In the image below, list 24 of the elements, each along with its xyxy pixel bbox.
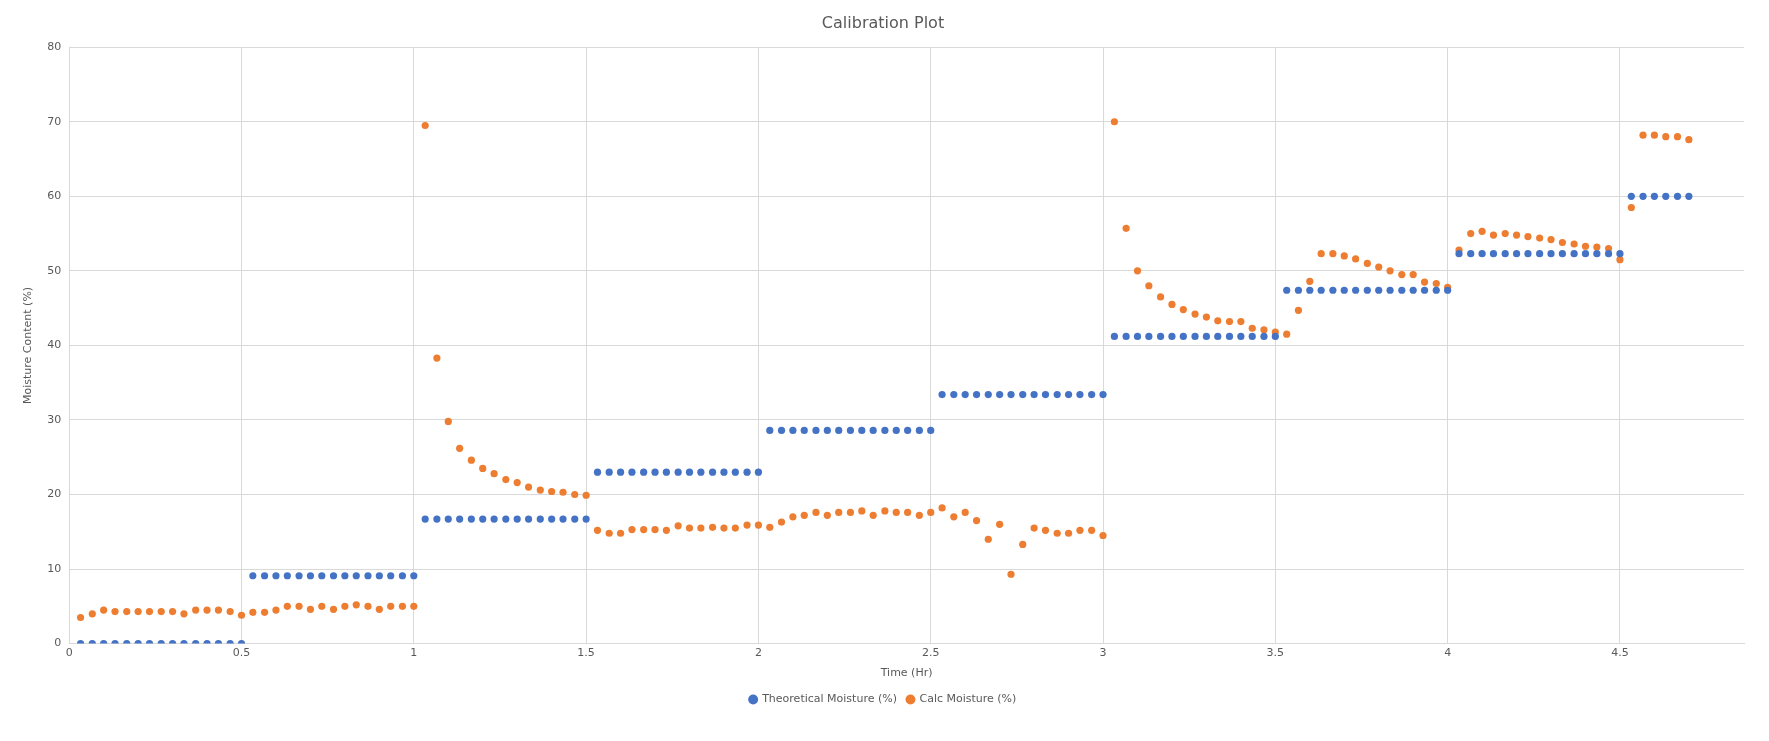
x-tick-label: 3 (1099, 646, 1107, 660)
y-tick-label: 70 (47, 114, 62, 128)
x-tick-label: 0.5 (232, 646, 251, 660)
legend-label: Theoretical Moisture (%) (761, 692, 897, 706)
y-tick-label: 30 (47, 412, 62, 426)
legend-label: Calc Moisture (%) (919, 692, 1017, 706)
x-tick-label: 2 (754, 646, 762, 660)
y-tick-label: 60 (47, 189, 62, 203)
x-tick-label: 3.5 (1266, 646, 1285, 660)
y-tick-label: 80 (47, 40, 62, 54)
y-tick-label: 40 (47, 338, 62, 352)
x-tick-label: 2.5 (921, 646, 940, 660)
x-axis-title: Time (Hr) (879, 666, 933, 680)
x-tick-label: 0 (65, 646, 73, 660)
x-tick-label: 1.5 (577, 646, 595, 660)
x-tick-label: 4.5 (1611, 646, 1629, 660)
y-tick-label: 20 (47, 487, 62, 501)
y-tick-label: 10 (47, 561, 62, 575)
chart-title: Calibration Plot (821, 12, 945, 32)
y-tick-label: 50 (47, 263, 62, 277)
x-tick-label: 4 (1444, 646, 1452, 660)
x-tick-label: 1 (410, 646, 418, 660)
y-axis-title: Moisture Content (%) (21, 286, 35, 404)
y-tick-label: 0 (54, 636, 62, 650)
